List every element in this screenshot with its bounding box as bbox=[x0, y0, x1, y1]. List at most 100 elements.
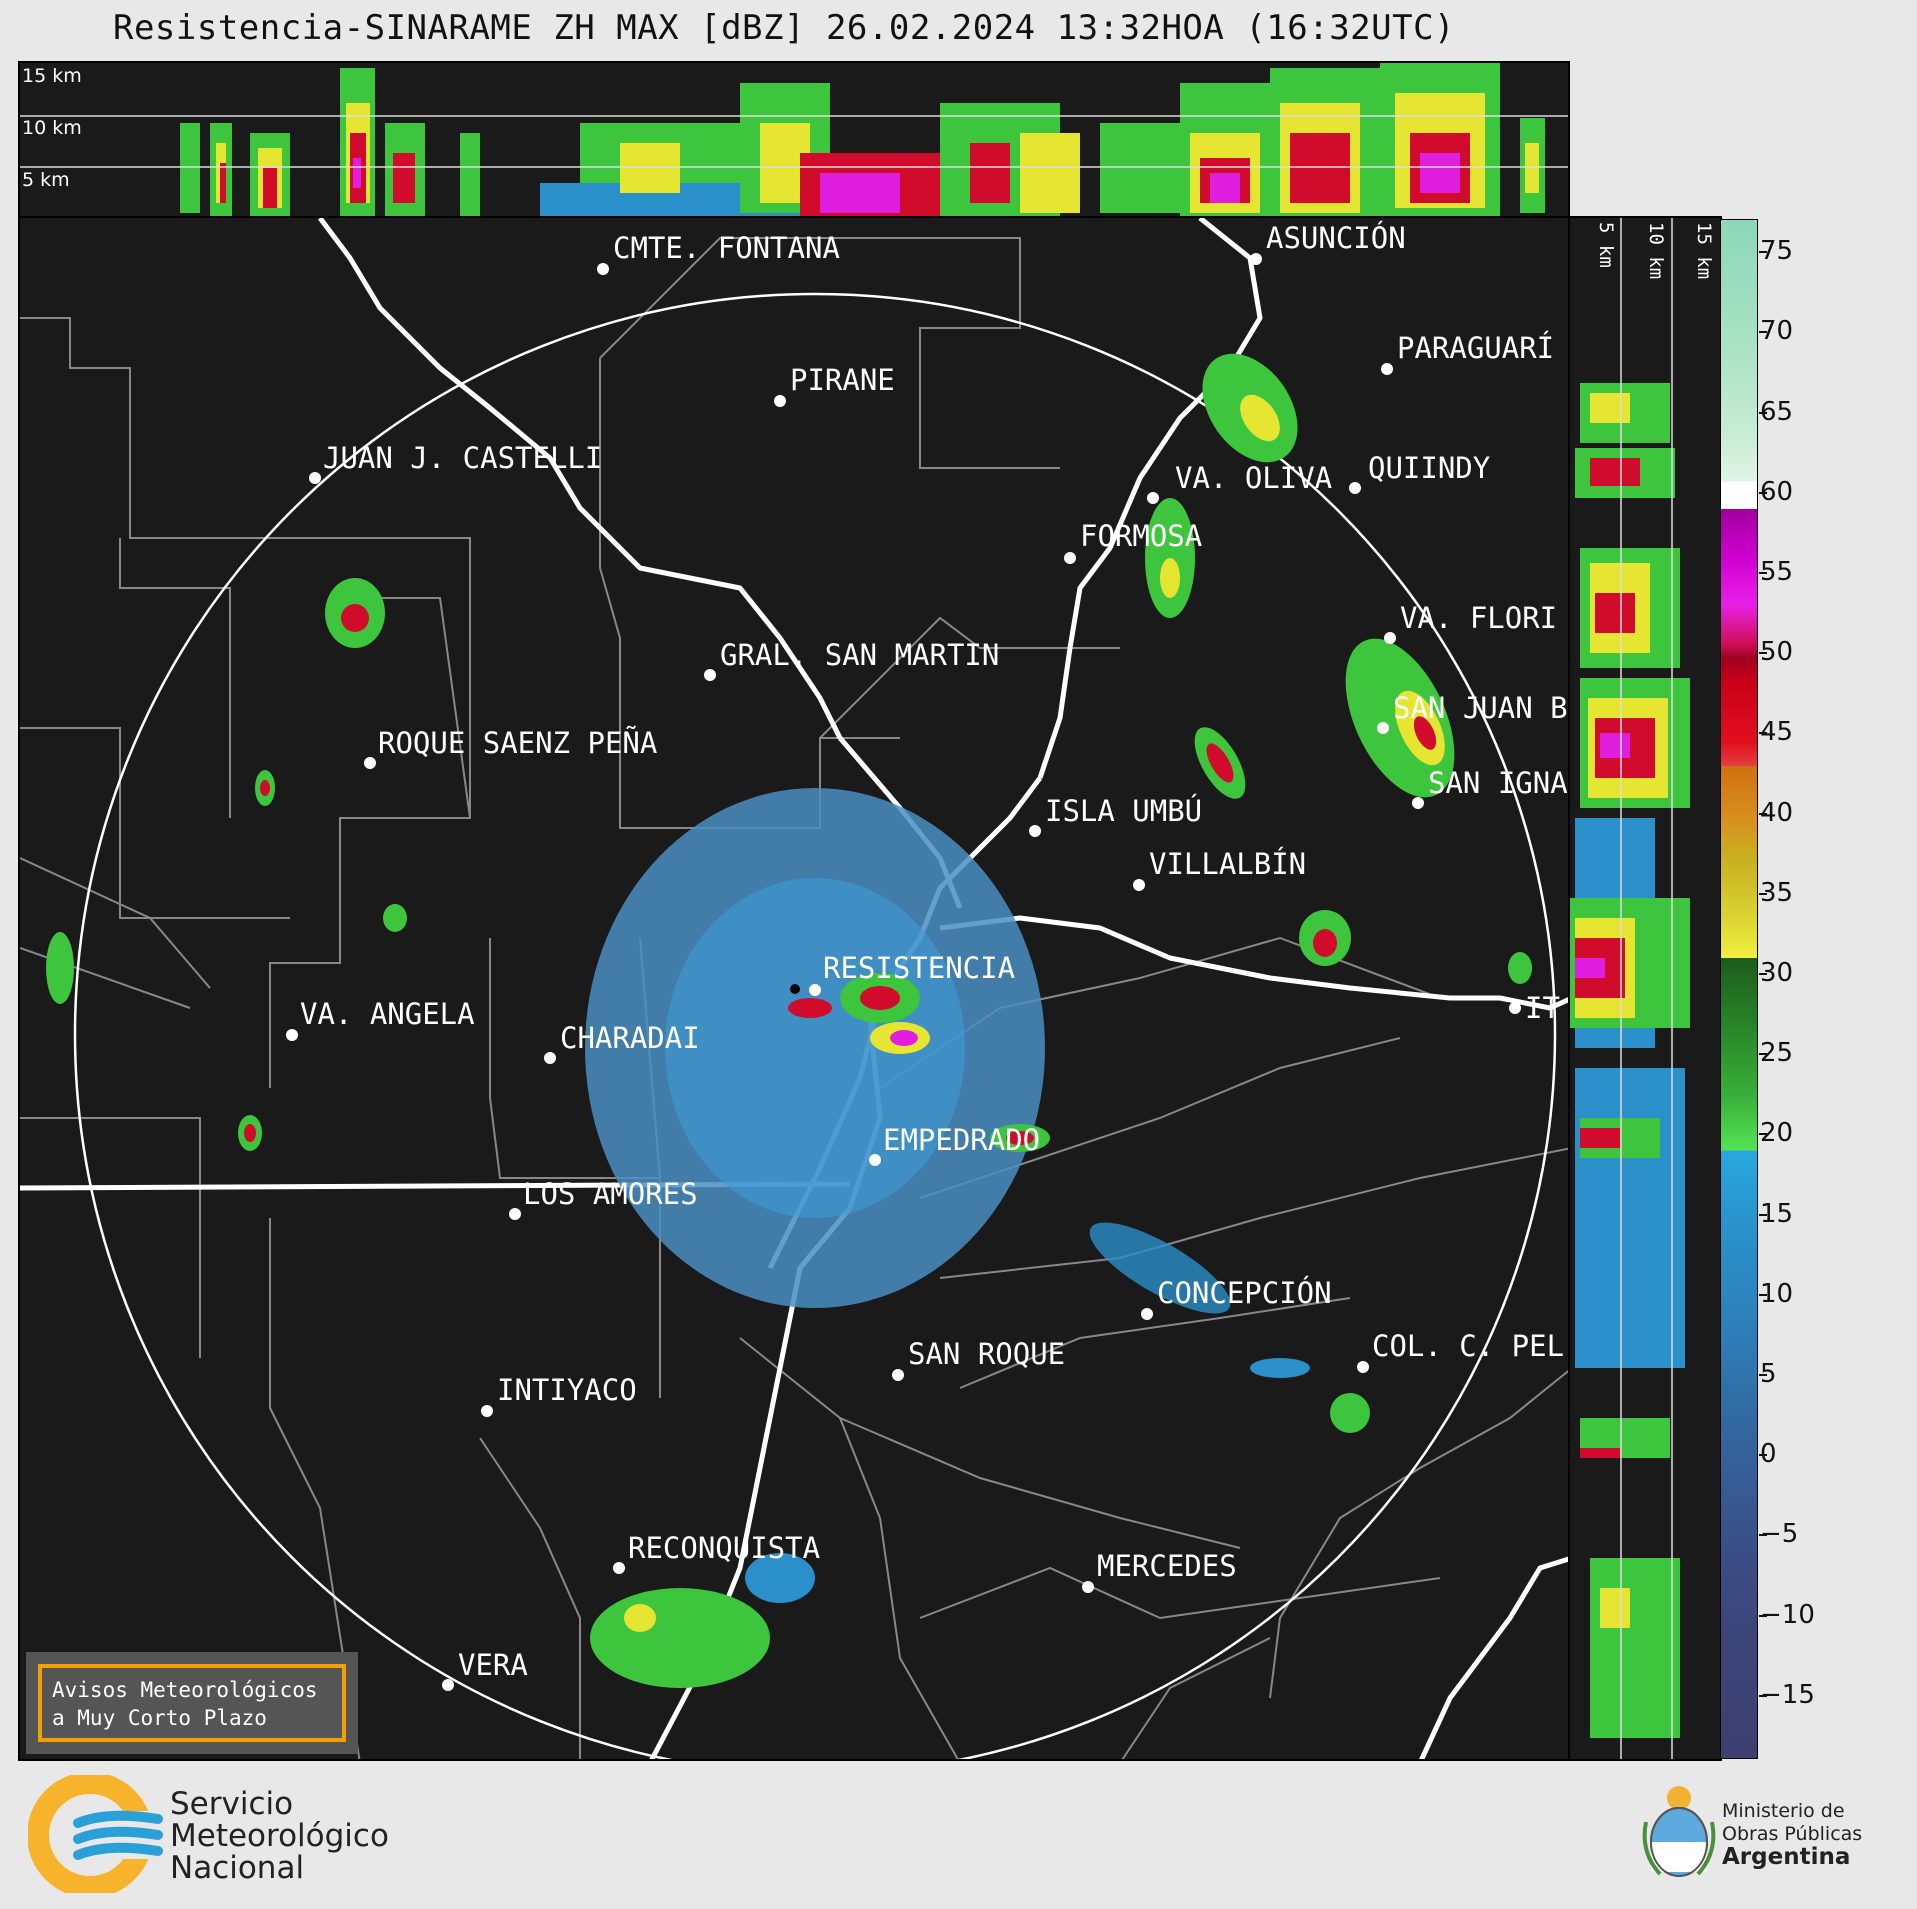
city-dot-intiyaco bbox=[481, 1405, 493, 1417]
colorbar-tick-mark bbox=[1759, 491, 1767, 494]
city-label: JUAN J. CASTELLI bbox=[323, 441, 602, 475]
colorbar-tick-label: 35 bbox=[1760, 877, 1794, 908]
city-dot-va-angela bbox=[286, 1029, 298, 1041]
colorbar-tick-mark bbox=[1759, 652, 1767, 655]
top-height-profile: 15 km 10 km 5 km bbox=[18, 61, 1570, 218]
colorbar-tick-label: 15 bbox=[1760, 1198, 1794, 1229]
colorbar-tick-label: −5 bbox=[1760, 1519, 1799, 1550]
colorbar-tick-label: 10 bbox=[1760, 1278, 1794, 1309]
city-dot-san-roque bbox=[892, 1369, 904, 1381]
city-dot-paraguari bbox=[1381, 363, 1393, 375]
colorbar-tick-mark bbox=[1759, 571, 1767, 574]
city-dot-quiindy bbox=[1349, 482, 1361, 494]
colorbar-tick-label: −10 bbox=[1760, 1599, 1815, 1630]
colorbar bbox=[1720, 219, 1767, 1759]
city-label: MERCEDES bbox=[1097, 1549, 1237, 1583]
city-label: FORMOSA bbox=[1080, 519, 1202, 553]
side-profile-svg: 5 km 10 km 15 km bbox=[1570, 218, 1715, 1759]
city-label: COL. C. PEL bbox=[1372, 1329, 1564, 1363]
city-dot-empedrado bbox=[869, 1154, 881, 1166]
ministerio-line1: Ministerio de bbox=[1722, 1800, 1845, 1822]
smn-line2: Meteorológico bbox=[170, 1818, 389, 1854]
side-height-profile: 5 km 10 km 15 km bbox=[1568, 216, 1722, 1761]
side-label-10km: 10 km bbox=[1645, 222, 1667, 279]
city-dot-los-amores bbox=[509, 1208, 521, 1220]
city-dot-reconquista bbox=[613, 1562, 625, 1574]
colorbar-tick-label: 65 bbox=[1760, 396, 1794, 427]
city-label: VA. ANGELA bbox=[300, 997, 475, 1031]
city-label: VA. FLORI bbox=[1400, 601, 1557, 635]
colorbar-tick-mark bbox=[1759, 892, 1767, 895]
colorbar-tick-mark bbox=[1759, 812, 1767, 815]
top-profile-echoes bbox=[180, 63, 1545, 216]
ministerio-logo-text: Ministerio de Obras Públicas Argentina bbox=[1722, 1800, 1862, 1870]
city-dot-gral-san-martin bbox=[704, 669, 716, 681]
city-label: INTIYACO bbox=[497, 1373, 637, 1407]
city-dot-resistencia bbox=[809, 984, 821, 996]
colorbar-tick-label: 55 bbox=[1760, 556, 1794, 587]
city-dot-formosa bbox=[1064, 552, 1076, 564]
city-label: ASUNCIÓN bbox=[1266, 221, 1406, 255]
colorbar-tick-mark bbox=[1759, 1454, 1767, 1457]
city-dot-col-c-pel bbox=[1357, 1361, 1369, 1373]
city-label: LOS AMORES bbox=[523, 1177, 698, 1211]
colorbar-tick-label: 40 bbox=[1760, 797, 1794, 828]
ministerio-line3: Argentina bbox=[1722, 1844, 1851, 1870]
map-title: Resistencia-SINARAME ZH MAX [dBZ] 26.02.… bbox=[112, 8, 1456, 48]
smn-line3: Nacional bbox=[170, 1850, 305, 1886]
avisos-line2: a Muy Corto Plazo bbox=[52, 1706, 267, 1730]
city-label: SAN IGNA bbox=[1428, 766, 1568, 800]
city-label: VERA bbox=[458, 1648, 528, 1682]
colorbar-tick-label: 20 bbox=[1760, 1118, 1794, 1149]
colorbar-tick-label: 45 bbox=[1760, 717, 1794, 748]
city-dot-villalbin bbox=[1133, 879, 1145, 891]
city-label: SAN JUAN B bbox=[1393, 691, 1568, 725]
colorbar-tick-label: 60 bbox=[1760, 476, 1794, 507]
coat-of-arms-icon bbox=[1642, 1786, 1716, 1877]
side-label-5km: 5 km bbox=[1595, 222, 1617, 268]
ministerio-line2: Obras Públicas bbox=[1722, 1823, 1863, 1845]
city-label: VA. OLIVA bbox=[1175, 461, 1332, 495]
colorbar-tick-mark bbox=[1759, 331, 1767, 334]
side-profile-echoes bbox=[1570, 383, 1690, 1738]
city-dot-asuncion bbox=[1250, 253, 1262, 265]
city-label: IT bbox=[1525, 991, 1560, 1025]
city-dot-roque-saenz-pena bbox=[364, 757, 376, 769]
city-dot-concepcion bbox=[1141, 1308, 1153, 1320]
city-dot-va-flori bbox=[1384, 632, 1396, 644]
range-ring bbox=[73, 292, 1557, 1759]
colorbar-tick-mark bbox=[1759, 1133, 1767, 1136]
colorbar-tick-mark bbox=[1759, 251, 1767, 254]
city-label: PARAGUARÍ bbox=[1397, 331, 1554, 365]
colorbar-tick-mark bbox=[1759, 732, 1767, 735]
colorbar-tick-mark bbox=[1759, 1293, 1767, 1296]
top-label-5km: 5 km bbox=[22, 169, 70, 191]
colorbar-tick-label: −15 bbox=[1760, 1679, 1815, 1710]
city-dot-juan-j-castelli bbox=[309, 472, 321, 484]
radar-map: CMTE. FONTANA PIRANE JUAN J. CASTELLI GR… bbox=[18, 216, 1570, 1761]
side-label-15km: 15 km bbox=[1693, 222, 1715, 279]
colorbar-tick-mark bbox=[1759, 1053, 1767, 1056]
colorbar-tick-mark bbox=[1759, 1694, 1767, 1697]
colorbar-tick-label: 50 bbox=[1760, 637, 1794, 668]
city-label: RESISTENCIA bbox=[823, 951, 1015, 985]
colorbar-tick-label: 70 bbox=[1760, 316, 1794, 347]
smn-line1: Servicio bbox=[170, 1786, 294, 1822]
top-label-15km: 15 km bbox=[22, 65, 82, 87]
city-label: CONCEPCIÓN bbox=[1157, 1276, 1332, 1310]
colorbar-tick-mark bbox=[1759, 1534, 1767, 1537]
city-label: CMTE. FONTANA bbox=[613, 231, 840, 265]
city-dot-san-juan-b bbox=[1377, 722, 1389, 734]
radar-map-svg: CMTE. FONTANA PIRANE JUAN J. CASTELLI GR… bbox=[20, 218, 1568, 1759]
city-dot-it bbox=[1509, 1002, 1521, 1014]
colorbar-tick-mark bbox=[1759, 1213, 1767, 1216]
radar-site-marker bbox=[790, 984, 800, 994]
city-label: QUIINDY bbox=[1368, 451, 1490, 485]
city-dot-isla-umbu bbox=[1029, 825, 1041, 837]
avisos-box: Avisos Meteorológicos a Muy Corto Plazo bbox=[26, 1652, 358, 1754]
avisos-line1: Avisos Meteorológicos bbox=[52, 1678, 318, 1702]
city-label: ROQUE SAENZ PEÑA bbox=[378, 726, 657, 760]
colorbar-tick-label: 75 bbox=[1760, 236, 1794, 267]
colorbar-tick-mark bbox=[1759, 1614, 1767, 1617]
avisos-box-inner: Avisos Meteorológicos a Muy Corto Plazo bbox=[38, 1664, 346, 1742]
